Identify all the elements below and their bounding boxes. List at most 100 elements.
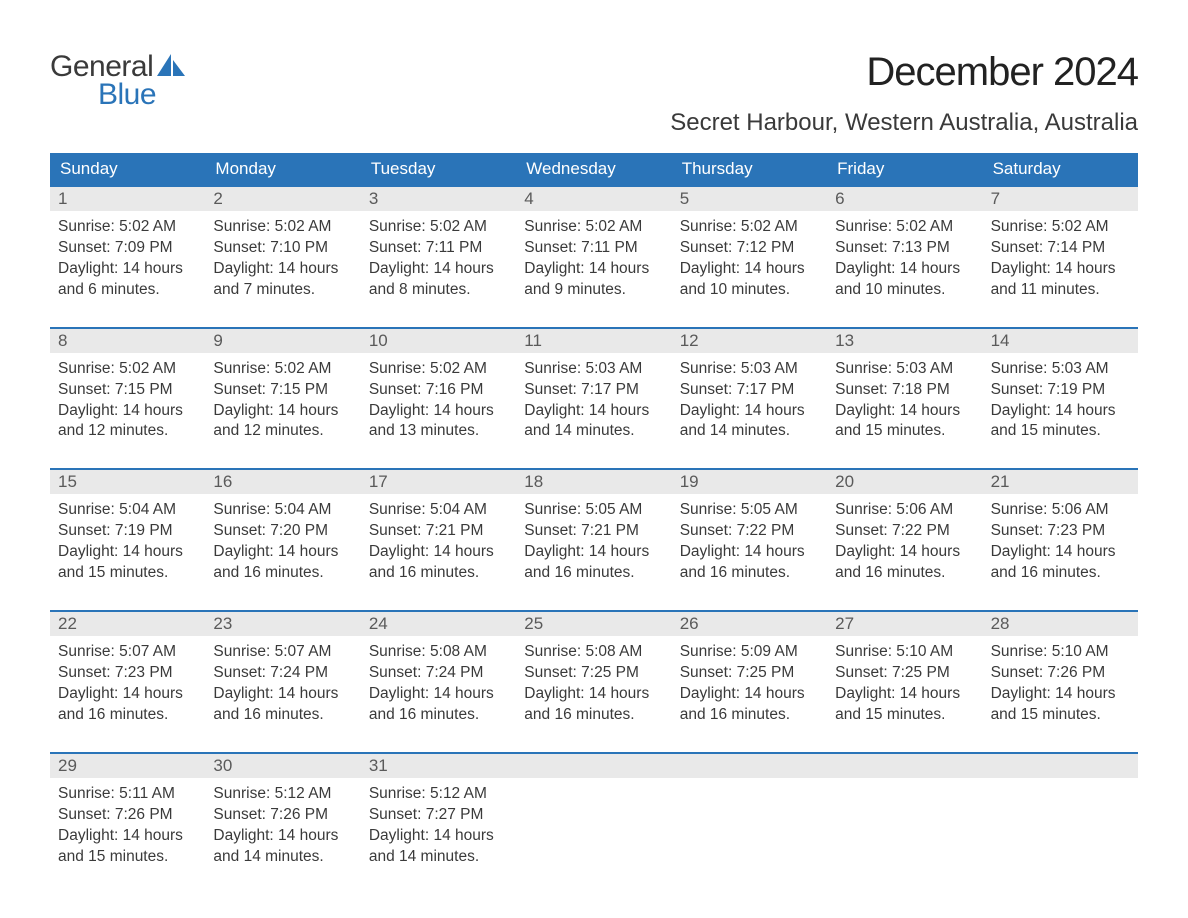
day1-text: Daylight: 14 hours [524, 684, 663, 705]
daynum-row: 891011121314 [50, 329, 1138, 353]
sunrise-text: Sunrise: 5:05 AM [524, 500, 663, 521]
day2-text: and 16 minutes. [58, 705, 197, 726]
calendar-week: 1234567Sunrise: 5:02 AMSunset: 7:09 PMDa… [50, 185, 1138, 303]
day-number: 23 [205, 612, 360, 636]
day1-text: Daylight: 14 hours [213, 542, 352, 563]
sunset-text: Sunset: 7:27 PM [369, 805, 508, 826]
calendar-cell: Sunrise: 5:06 AMSunset: 7:23 PMDaylight:… [983, 494, 1138, 586]
day-header: Thursday [672, 153, 827, 185]
day1-text: Daylight: 14 hours [58, 401, 197, 422]
day-header: Wednesday [516, 153, 671, 185]
day-number: 14 [983, 329, 1138, 353]
sunset-text: Sunset: 7:26 PM [213, 805, 352, 826]
calendar-body: 1234567Sunrise: 5:02 AMSunset: 7:09 PMDa… [50, 185, 1138, 869]
sunrise-text: Sunrise: 5:12 AM [213, 784, 352, 805]
calendar-cell: Sunrise: 5:12 AMSunset: 7:27 PMDaylight:… [361, 778, 516, 870]
sunrise-text: Sunrise: 5:10 AM [835, 642, 974, 663]
sunset-text: Sunset: 7:12 PM [680, 238, 819, 259]
day1-text: Daylight: 14 hours [680, 259, 819, 280]
day2-text: and 16 minutes. [213, 705, 352, 726]
day2-text: and 10 minutes. [835, 280, 974, 301]
sunset-text: Sunset: 7:18 PM [835, 380, 974, 401]
day1-text: Daylight: 14 hours [369, 401, 508, 422]
calendar-cell: Sunrise: 5:06 AMSunset: 7:22 PMDaylight:… [827, 494, 982, 586]
sunset-text: Sunset: 7:19 PM [991, 380, 1130, 401]
calendar-week: 891011121314Sunrise: 5:02 AMSunset: 7:15… [50, 327, 1138, 445]
day-header: Sunday [50, 153, 205, 185]
day1-text: Daylight: 14 hours [835, 542, 974, 563]
sunset-text: Sunset: 7:25 PM [524, 663, 663, 684]
sunset-text: Sunset: 7:25 PM [680, 663, 819, 684]
sunset-text: Sunset: 7:22 PM [680, 521, 819, 542]
sunrise-text: Sunrise: 5:11 AM [58, 784, 197, 805]
day1-text: Daylight: 14 hours [524, 401, 663, 422]
day2-text: and 15 minutes. [58, 847, 197, 868]
sunset-text: Sunset: 7:17 PM [680, 380, 819, 401]
day-header: Tuesday [361, 153, 516, 185]
calendar-cell: Sunrise: 5:02 AMSunset: 7:12 PMDaylight:… [672, 211, 827, 303]
day1-text: Daylight: 14 hours [991, 401, 1130, 422]
day2-text: and 15 minutes. [835, 421, 974, 442]
day1-text: Daylight: 14 hours [369, 684, 508, 705]
calendar-cell: Sunrise: 5:05 AMSunset: 7:21 PMDaylight:… [516, 494, 671, 586]
sunset-text: Sunset: 7:23 PM [991, 521, 1130, 542]
calendar-week: 15161718192021Sunrise: 5:04 AMSunset: 7:… [50, 468, 1138, 586]
day1-text: Daylight: 14 hours [58, 826, 197, 847]
day-number [983, 754, 1138, 778]
day-number: 25 [516, 612, 671, 636]
calendar-cell: Sunrise: 5:02 AMSunset: 7:11 PMDaylight:… [516, 211, 671, 303]
day-number: 31 [361, 754, 516, 778]
sunrise-text: Sunrise: 5:02 AM [213, 359, 352, 380]
day-header: Monday [205, 153, 360, 185]
logo: General Blue [50, 50, 187, 112]
day-number: 13 [827, 329, 982, 353]
calendar-cell: Sunrise: 5:02 AMSunset: 7:11 PMDaylight:… [361, 211, 516, 303]
sunset-text: Sunset: 7:22 PM [835, 521, 974, 542]
sunrise-text: Sunrise: 5:03 AM [680, 359, 819, 380]
calendar-cell [516, 778, 671, 870]
day-number: 21 [983, 470, 1138, 494]
sunset-text: Sunset: 7:26 PM [991, 663, 1130, 684]
day1-text: Daylight: 14 hours [991, 684, 1130, 705]
day-number: 30 [205, 754, 360, 778]
calendar-cell: Sunrise: 5:12 AMSunset: 7:26 PMDaylight:… [205, 778, 360, 870]
day1-text: Daylight: 14 hours [213, 684, 352, 705]
sunrise-text: Sunrise: 5:02 AM [58, 359, 197, 380]
calendar-cell [983, 778, 1138, 870]
calendar-cell: Sunrise: 5:08 AMSunset: 7:24 PMDaylight:… [361, 636, 516, 728]
day-number: 7 [983, 187, 1138, 211]
day-number: 18 [516, 470, 671, 494]
day1-text: Daylight: 14 hours [524, 259, 663, 280]
sunrise-text: Sunrise: 5:02 AM [213, 217, 352, 238]
daynum-row: 1234567 [50, 187, 1138, 211]
title-block: December 2024 Secret Harbour, Western Au… [670, 50, 1138, 145]
sunrise-text: Sunrise: 5:08 AM [524, 642, 663, 663]
day-number: 3 [361, 187, 516, 211]
sunrise-text: Sunrise: 5:03 AM [835, 359, 974, 380]
sunrise-text: Sunrise: 5:09 AM [680, 642, 819, 663]
header-area: General Blue December 2024 Secret Harbou… [50, 50, 1138, 145]
day-number: 9 [205, 329, 360, 353]
calendar-cell: Sunrise: 5:03 AMSunset: 7:17 PMDaylight:… [672, 353, 827, 445]
day2-text: and 15 minutes. [991, 705, 1130, 726]
sunset-text: Sunset: 7:23 PM [58, 663, 197, 684]
sunrise-text: Sunrise: 5:10 AM [991, 642, 1130, 663]
daynum-row: 22232425262728 [50, 612, 1138, 636]
calendar-cell: Sunrise: 5:02 AMSunset: 7:15 PMDaylight:… [205, 353, 360, 445]
calendar-cell: Sunrise: 5:10 AMSunset: 7:25 PMDaylight:… [827, 636, 982, 728]
day2-text: and 14 minutes. [680, 421, 819, 442]
day1-text: Daylight: 14 hours [991, 259, 1130, 280]
day1-text: Daylight: 14 hours [680, 684, 819, 705]
day1-text: Daylight: 14 hours [835, 401, 974, 422]
sunset-text: Sunset: 7:20 PM [213, 521, 352, 542]
sunset-text: Sunset: 7:15 PM [58, 380, 197, 401]
day2-text: and 16 minutes. [680, 705, 819, 726]
sunset-text: Sunset: 7:11 PM [369, 238, 508, 259]
day2-text: and 16 minutes. [524, 705, 663, 726]
calendar-cell [672, 778, 827, 870]
calendar-cell: Sunrise: 5:07 AMSunset: 7:24 PMDaylight:… [205, 636, 360, 728]
day-number: 26 [672, 612, 827, 636]
day-number: 17 [361, 470, 516, 494]
sunrise-text: Sunrise: 5:12 AM [369, 784, 508, 805]
sunrise-text: Sunrise: 5:04 AM [58, 500, 197, 521]
